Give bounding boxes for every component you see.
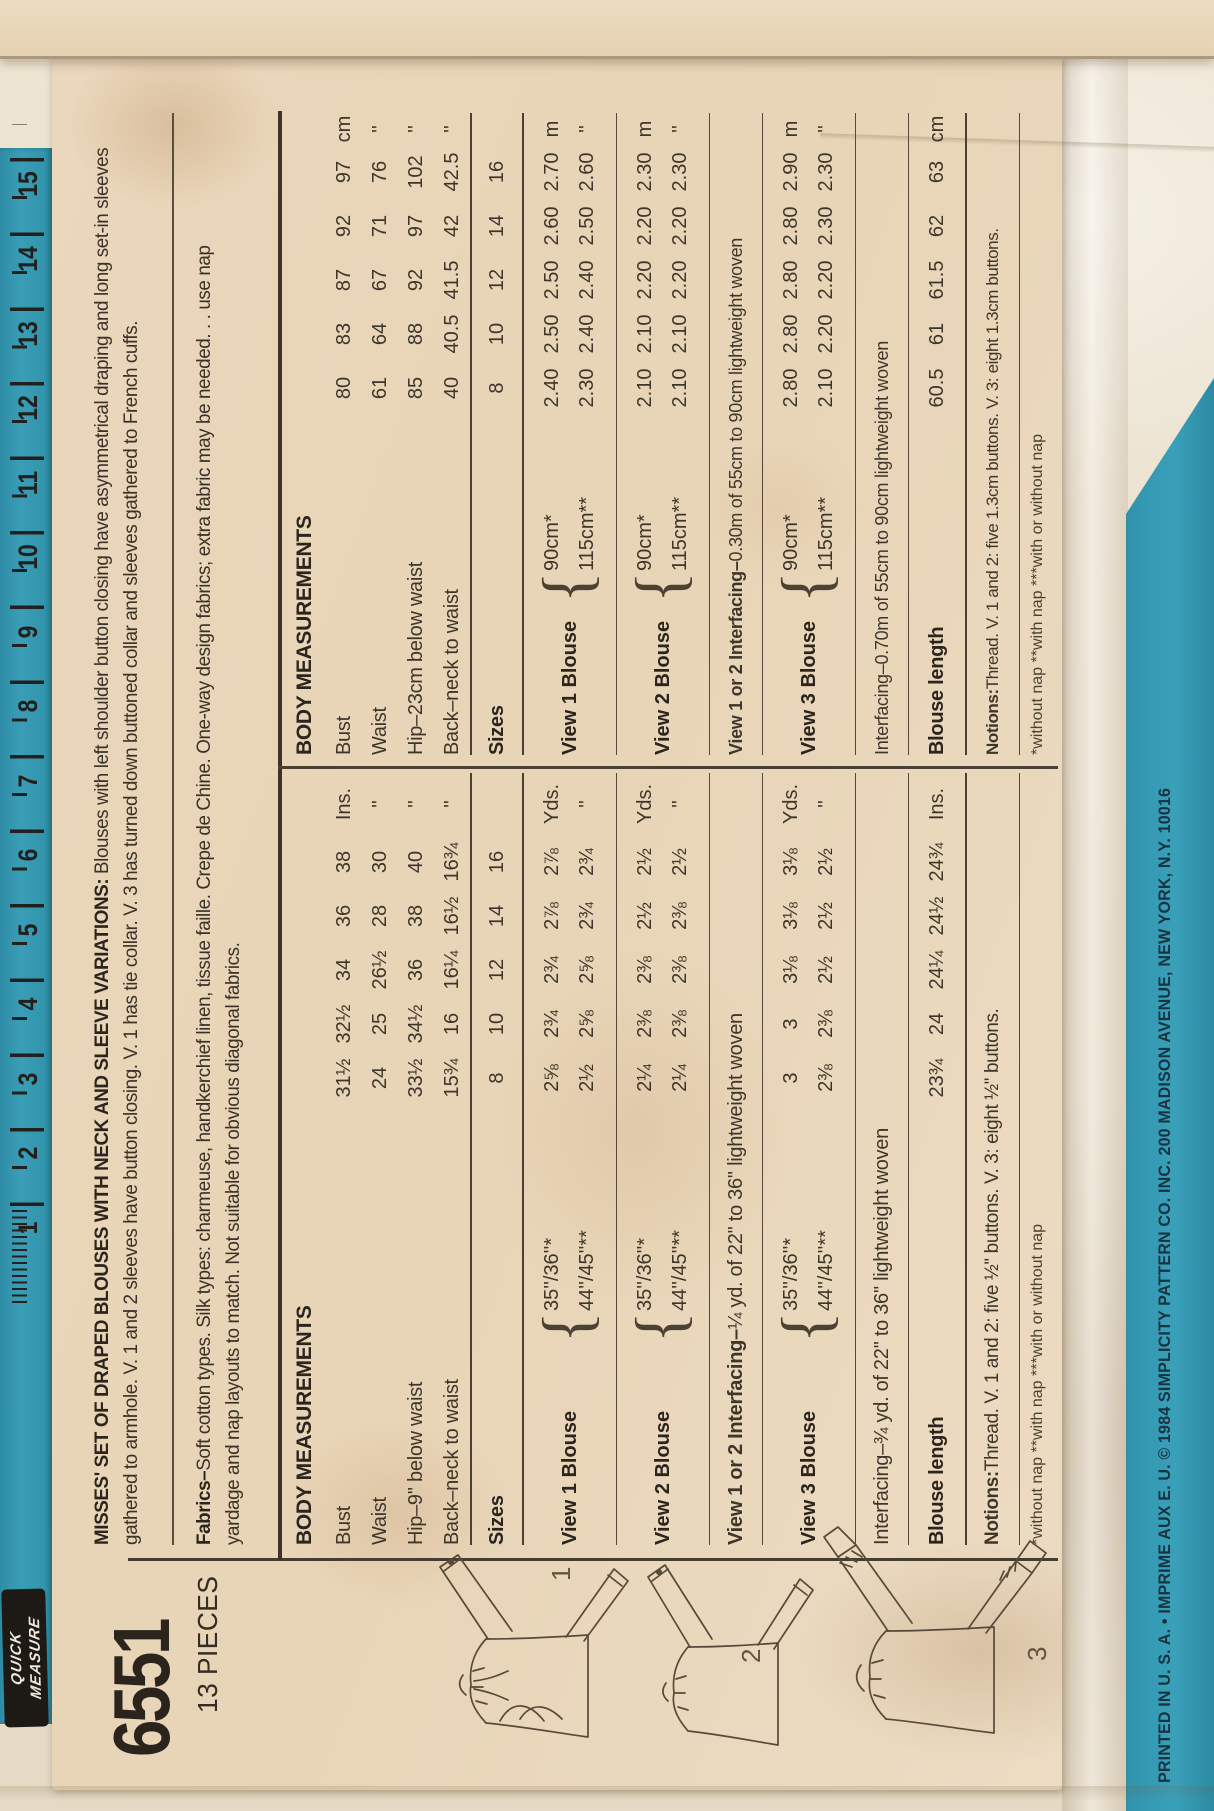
blouse-line-art: [823, 1526, 1047, 1734]
body-measurements-heading: BODY MEASUREMENTS: [293, 515, 316, 755]
measurement-row-hip: Hip–9'' below waist 33½ 34½ 36 38 40 '': [404, 800, 427, 1545]
measurement-row-back: Back–neck to waist 40 40.5 41.5 42 42.5 '': [440, 125, 463, 755]
interfacing-note-1: View 1 or 2 Interfacing– 0.30m of 55cm to…: [710, 113, 763, 755]
measurement-row-waist: Waist 24 25 26½ 28 30 '': [368, 800, 391, 1545]
view3-yardage-group: View 3 Blouse{ 90cm* 2.80 2.80 2.80 2.80 2.90…: [763, 113, 856, 755]
instruction-label: [52, 56, 1062, 1790]
notions-row: Notions: Thread. V. 1 and 2: five 1.3cm …: [983, 228, 1002, 755]
title-line1: Blouses with left shoulder button closin…: [92, 147, 113, 879]
sizes-row: Sizes 8 10 12 14 16: [470, 113, 524, 755]
ruler-brand-bottom: MEASURE: [25, 1615, 46, 1701]
ruler-number: 1: [13, 1221, 43, 1235]
ruler-brand-logo: QUICK MEASURE: [1, 1588, 49, 1728]
notions-row: Notions: Thread. V. 1 and 2: five ½'' bu…: [982, 1008, 1003, 1545]
bottom-shadow: [0, 1786, 1214, 1811]
measurement-row-hip: Hip–23cm below waist 85 88 92 97 102 '': [404, 125, 427, 755]
measurement-row-bust: Bust 31½ 32½ 34 36 38 Ins.: [332, 787, 355, 1545]
view-number-label: 3: [1022, 1646, 1052, 1661]
copyright-line: PRINTED IN U. S. A. • IMPRIME AUX E. U. …: [1156, 787, 1174, 1783]
ruler-number: 10: [13, 544, 43, 570]
view-3-drawing: [808, 1479, 1048, 1789]
brace-icon: {: [622, 571, 699, 603]
brace-icon: {: [529, 571, 606, 603]
ruler-number: 3: [13, 1072, 43, 1086]
yardage-row: 44''/45''** 2½ 2⅝ 2⅝ 2¾ 2¾ '': [576, 800, 598, 1311]
pattern-number: 6551: [97, 1620, 186, 1757]
ruler-major-ticks: [10, 144, 44, 1206]
ruler-number: 9: [13, 625, 43, 639]
yardage-row: 90cm* 2.10 2.10 2.20 2.20 2.30 m: [634, 120, 656, 571]
view2-yardage-group: View 2 Blouse{ 90cm* 2.10 2.10 2.20 2.20 2.30…: [617, 113, 710, 755]
nap-footnote: *without nap **with nap ***with or witho…: [1019, 113, 1060, 755]
brace-icon: {: [768, 1311, 845, 1343]
title-lead: MISSES' SET OF DRAPED BLOUSES WITH NECK …: [92, 878, 113, 1545]
view2-yardage-group: View 2 Blouse{ 35''/36''* 2¼ 2⅜ 2⅜ 2½ 2½ Yds. …: [617, 773, 710, 1545]
view-2-drawing: [630, 1555, 815, 1795]
view3-yardage-group: View 3 Blouse{ 35''/36''* 3 3 3⅛ 3⅛ 3⅛ Yds. 44…: [763, 773, 856, 1545]
blouse-length-row: Blouse length 23¾ 24 24¼ 24½ 24¾ Ins.: [909, 773, 967, 1545]
view1-yardage-group: View 1 Blouse{ 35''/36''* 2⅝ 2¾ 2¾ 2⅞ 2⅞ Yds. …: [524, 773, 617, 1545]
view-number-label: 1: [546, 1566, 576, 1581]
fabrics-line2: yardage and nap layouts to match. Not su…: [223, 942, 244, 1545]
yardage-row: 90cm* 2.80 2.80 2.80 2.80 2.90 m: [780, 120, 802, 571]
fabrics-note: Fabrics–Soft cotton types. Silk types: c…: [190, 119, 248, 1545]
ruler-number: 15: [13, 171, 43, 197]
brace-icon: {: [768, 571, 845, 603]
ruler-number: 2: [13, 1146, 43, 1160]
title-line2: gathered to armhole. V. 1 and 2 sleeves …: [121, 320, 142, 1545]
yardage-row: 35''/36''* 2¼ 2⅜ 2⅜ 2½ 2½ Yds.: [634, 783, 656, 1311]
ruler-number: 4: [13, 997, 43, 1011]
yardage-row: 115cm** 2.10 2.10 2.20 2.20 2.30 '': [669, 125, 691, 571]
section-rule: [278, 111, 282, 1561]
yardage-row: 115cm** 2.10 2.20 2.20 2.30 2.30 '': [815, 125, 837, 571]
yardage-row: 35''/36''* 3 3 3⅛ 3⅛ 3⅛ Yds.: [780, 783, 802, 1311]
view-1-drawing: [416, 1547, 631, 1787]
envelope-crease: [1062, 56, 1128, 1811]
quick-measure-ruler: QUICK MEASURE 1 2 3 4 5 6 7 8 9 10 11 12…: [0, 116, 52, 1741]
measurement-row-waist: Waist 61 64 67 71 76 '': [368, 125, 391, 755]
brace-icon: {: [622, 1311, 699, 1343]
ruler-number: 12: [13, 395, 43, 421]
body-measurements-heading: BODY MEASUREMENTS: [293, 1305, 316, 1545]
ruler-number: 14: [13, 246, 43, 272]
yardage-row: 115cm** 2.30 2.40 2.40 2.50 2.60 '': [576, 125, 598, 571]
blouse-line-art: [647, 1564, 814, 1746]
yardage-row: 44''/45''** 2¼ 2⅜ 2⅜ 2⅜ 2½ '': [669, 800, 691, 1311]
view-number-label: 2: [736, 1648, 766, 1663]
sizes-row: Sizes 8 10 12 14 16: [470, 773, 524, 1545]
view1-yardage-group: View 1 Blouse{ 90cm* 2.40 2.50 2.50 2.60 2.70…: [524, 113, 617, 755]
fabrics-line1: Soft cotton types. Silk types: charmeuse…: [194, 245, 215, 1471]
yardage-row: 90cm* 2.40 2.50 2.50 2.60 2.70 m: [541, 120, 563, 571]
ruler-number: 6: [13, 848, 43, 862]
blouse-line-art: [439, 1554, 629, 1738]
title-rule: [172, 113, 174, 1545]
interfacing-note-1: View 1 or 2 Interfacing– ¼ yd. of 22'' to…: [710, 773, 763, 1545]
pattern-title: MISSES' SET OF DRAPED BLOUSES WITH NECK …: [88, 119, 146, 1545]
ruler-number: 11: [13, 470, 43, 496]
ruler-number: 7: [13, 774, 43, 788]
imperial-table: BODY MEASUREMENTS Bust 31½ 32½ 34 36 38 Ins. W…: [288, 773, 1060, 1545]
interfacing-note-2: Interfacing–¾ yd. of 22'' to 36'' lightw…: [856, 773, 909, 1545]
nap-footnote: *without nap **with nap ***with or witho…: [1019, 773, 1060, 1545]
ruler-number: 13: [13, 321, 43, 347]
yardage-row: 44''/45''** 2⅜ 2⅜ 2½ 2½ 2½ '': [815, 800, 837, 1311]
metric-table: BODY MEASUREMENTS Bust 80 83 87 92 97 cm Waist…: [288, 113, 1060, 755]
yardage-row: 35''/36''* 2⅝ 2¾ 2¾ 2⅞ 2⅞ Yds.: [541, 783, 563, 1311]
envelope-top-flap: [0, 0, 1214, 59]
interfacing-note-2: Interfacing–0.70m of 55cm to 90cm lightw…: [856, 113, 909, 755]
fabrics-lead: Fabrics–: [194, 1470, 215, 1545]
measurement-row-back: Back–neck to waist 15¾ 16 16¼ 16½ 16¾ '': [440, 800, 463, 1545]
brace-icon: {: [529, 1311, 606, 1343]
measurement-row-bust: Bust 80 83 87 92 97 cm: [332, 115, 355, 755]
pieces-count: 13 PIECES: [192, 1575, 223, 1713]
teal-edge-right: [1126, 378, 1214, 1811]
ruler-number: 8: [13, 699, 43, 713]
table-divider-rule: [278, 766, 1058, 769]
blouse-length-row: Blouse length 60.5 61 61.5 62 63 cm: [909, 113, 967, 755]
ruler-number: 5: [13, 923, 43, 937]
